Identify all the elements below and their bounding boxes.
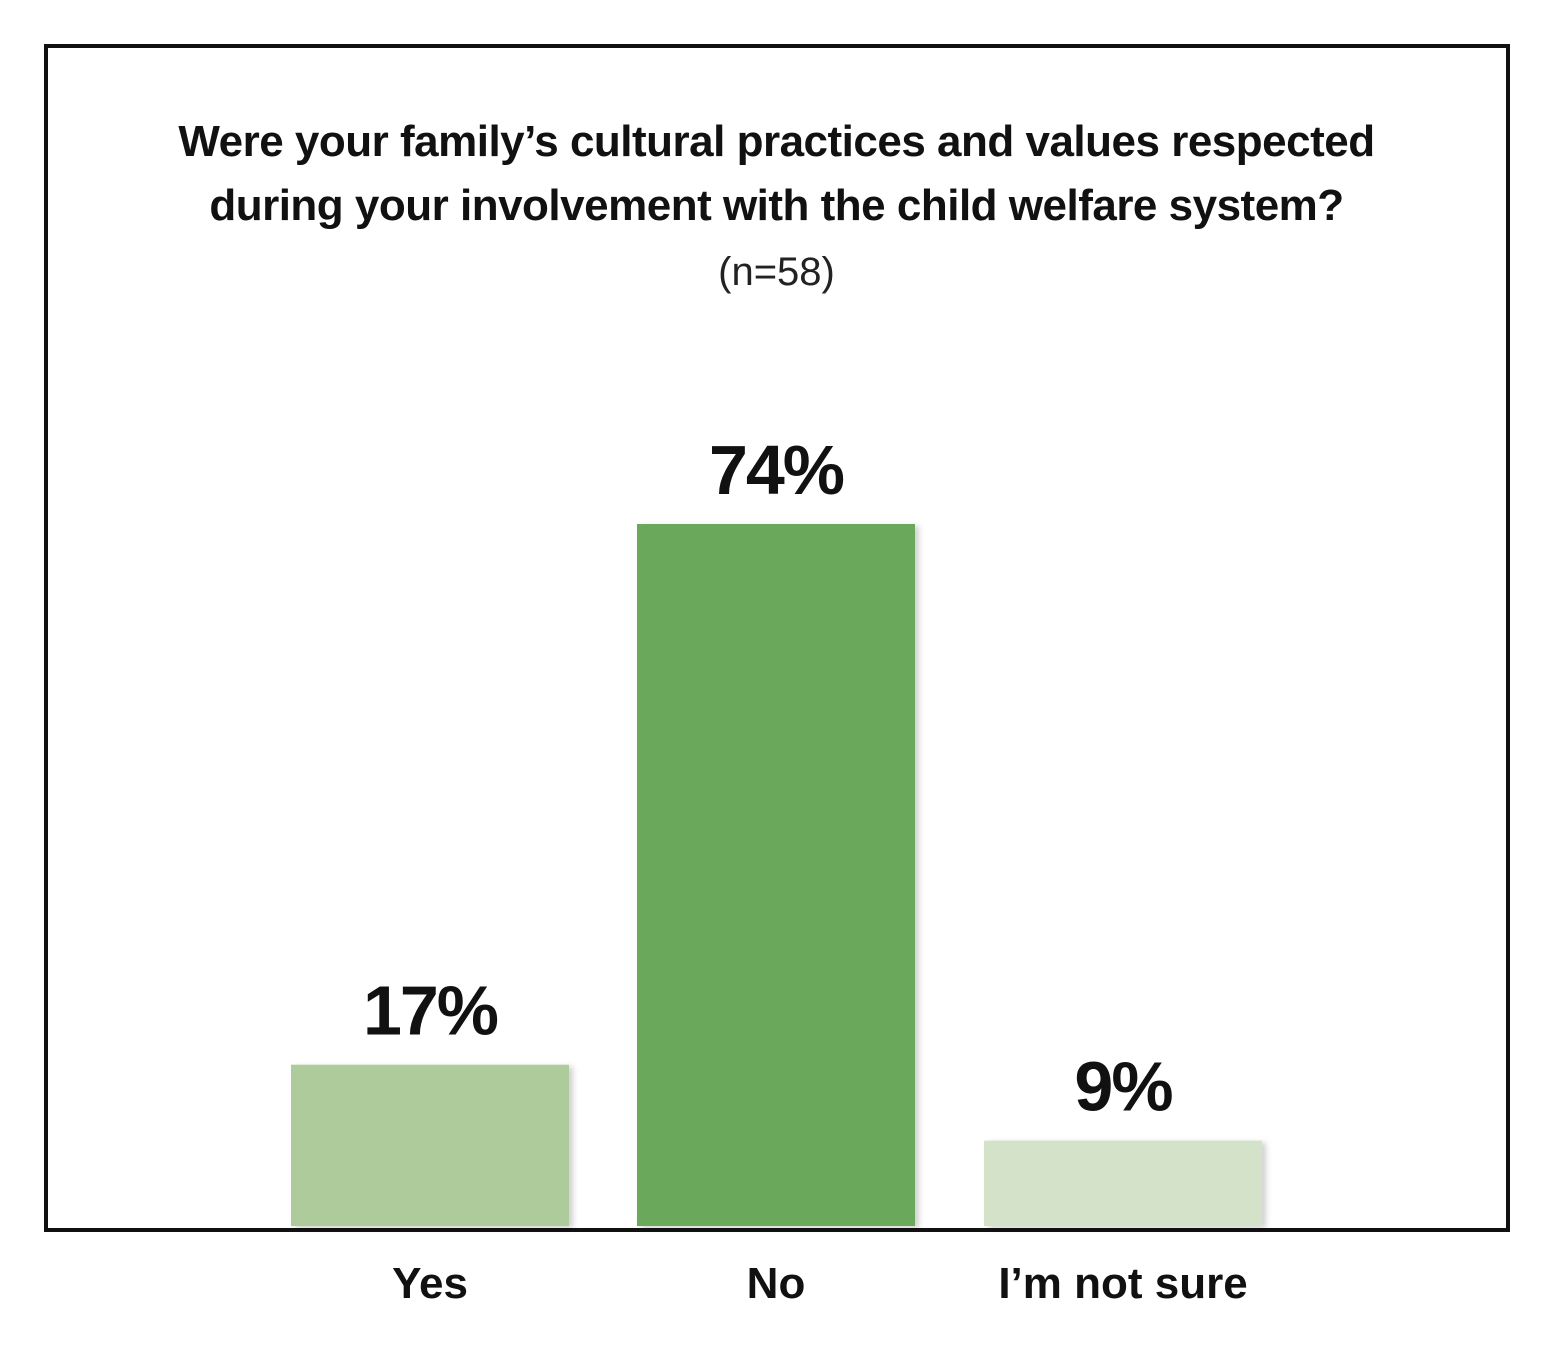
bar-no	[637, 524, 915, 1226]
value-label-yes: 17%	[363, 972, 498, 1050]
chart-frame	[44, 44, 1510, 1232]
value-labels-layer: 17% 74% 9%	[363, 431, 1174, 1126]
bar-i-m-not-sure	[984, 1140, 1262, 1226]
chart-title-line-2: during your involvement with the child w…	[209, 181, 1344, 230]
chart-title: Were your family’s cultural practices an…	[0, 110, 1553, 238]
bars-layer	[291, 524, 1262, 1226]
category-label-yes: Yes	[392, 1259, 468, 1308]
value-label-i-m-not-sure: 9%	[1074, 1048, 1172, 1126]
category-label-no: No	[747, 1259, 806, 1308]
chart-title-line-1: Were your family’s cultural practices an…	[178, 117, 1375, 166]
category-label-i-m-not-sure: I’m not sure	[998, 1259, 1247, 1308]
value-label-no: 74%	[709, 431, 844, 509]
bar-yes	[291, 1064, 569, 1226]
category-labels-layer: Yes No I’m not sure	[392, 1259, 1248, 1308]
chart-subtitle: (n=58)	[718, 250, 835, 294]
